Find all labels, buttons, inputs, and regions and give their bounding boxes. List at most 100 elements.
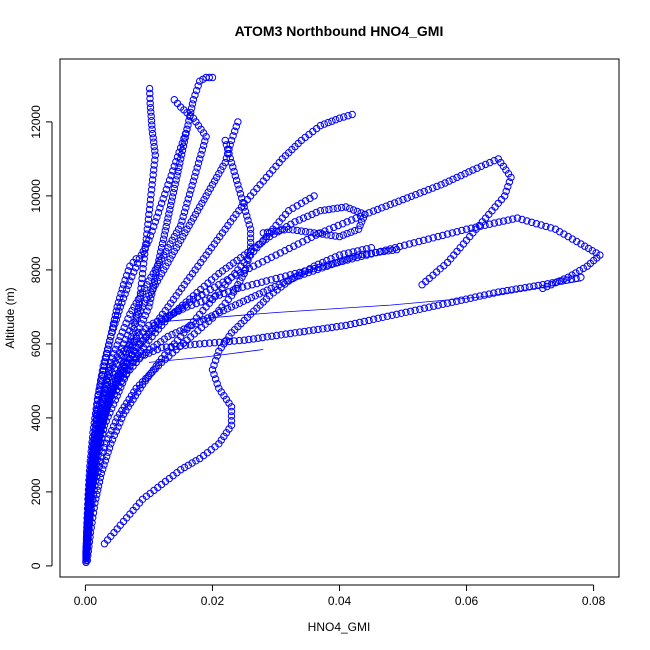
data-point [198, 199, 206, 208]
data-point [205, 339, 214, 347]
data-point [146, 346, 154, 354]
data-point [337, 322, 345, 330]
data-point [345, 254, 354, 262]
data-point [185, 190, 194, 199]
data-point [157, 248, 165, 256]
data-point [231, 172, 240, 180]
data-point [272, 251, 280, 259]
data-point [465, 168, 473, 176]
data-point [347, 216, 356, 224]
data-point [183, 125, 191, 134]
data-point [118, 362, 126, 371]
data-point [201, 296, 210, 304]
data-point [441, 179, 449, 187]
data-point [234, 284, 242, 293]
data-point [415, 237, 423, 246]
data-point [180, 325, 188, 333]
data-point [210, 283, 219, 291]
data-point [95, 462, 104, 471]
data-point [110, 384, 118, 392]
flight-profile-series [83, 84, 160, 559]
data-point [192, 86, 201, 95]
data-point [159, 235, 168, 243]
data-point [241, 207, 250, 216]
data-point [377, 247, 385, 256]
data-point [145, 349, 153, 357]
data-point [196, 155, 204, 163]
data-point [307, 233, 316, 242]
data-point [315, 263, 323, 272]
data-point [151, 151, 160, 159]
data-point [106, 337, 114, 345]
data-point [167, 171, 175, 180]
data-point [448, 229, 456, 237]
data-point [123, 399, 131, 407]
data-point [411, 306, 419, 314]
y-tick-label: 10000 [29, 179, 43, 213]
data-point [211, 293, 219, 301]
data-point [111, 311, 120, 320]
data-point [253, 279, 261, 288]
data-point [208, 366, 217, 374]
data-point [125, 341, 133, 350]
data-point [490, 219, 498, 227]
data-point [334, 221, 342, 230]
data-point [458, 226, 466, 235]
data-point [361, 210, 369, 219]
data-point [91, 477, 100, 485]
data-point [116, 294, 124, 302]
data-point [172, 229, 181, 237]
data-point [97, 371, 106, 380]
data-point [176, 327, 184, 335]
data-point [187, 186, 195, 194]
data-point [523, 217, 531, 225]
data-point [388, 311, 396, 319]
data-point [147, 288, 155, 296]
data-point [289, 274, 297, 283]
data-point [93, 400, 101, 408]
data-point [407, 192, 416, 201]
data-point [275, 281, 283, 289]
data-point [246, 243, 255, 251]
data-point [245, 264, 254, 273]
data-point [369, 315, 378, 323]
data-point [147, 117, 156, 125]
data-point [89, 449, 97, 457]
data-point [86, 477, 95, 485]
data-point [150, 161, 158, 169]
data-point [87, 468, 95, 476]
data-point [100, 443, 109, 452]
data-point [188, 100, 197, 108]
data-point [324, 118, 332, 127]
data-point [113, 414, 121, 422]
data-point [225, 399, 233, 407]
data-point [170, 96, 179, 104]
data-point [114, 371, 123, 379]
data-point [146, 232, 155, 240]
data-point [151, 281, 160, 289]
data-point [168, 330, 176, 339]
data-point [356, 318, 364, 327]
data-point [116, 332, 125, 341]
data-point [130, 303, 138, 311]
data-point [184, 195, 193, 203]
data-point [245, 252, 254, 260]
data-point [466, 294, 475, 302]
data-point [184, 461, 193, 469]
data-point [99, 362, 107, 370]
data-point [145, 236, 153, 245]
data-point [461, 170, 469, 178]
y-tick-label: 2000 [29, 478, 43, 505]
data-point [98, 395, 107, 404]
data-point [128, 306, 136, 315]
data-point [167, 201, 175, 210]
data-point [507, 286, 516, 294]
data-point [424, 235, 433, 243]
data-point [82, 543, 91, 551]
data-point [227, 292, 236, 300]
data-point [153, 345, 162, 354]
data-point [83, 525, 92, 533]
data-point [83, 534, 91, 542]
data-point [462, 295, 470, 303]
